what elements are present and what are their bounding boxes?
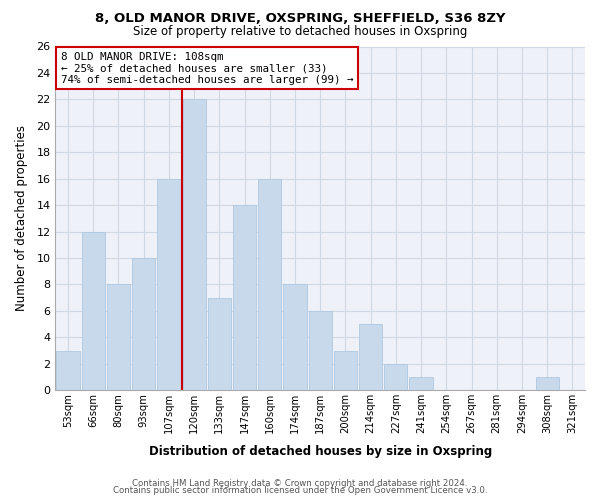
Bar bbox=[56, 350, 80, 390]
Bar bbox=[334, 350, 357, 390]
Bar bbox=[308, 311, 332, 390]
X-axis label: Distribution of detached houses by size in Oxspring: Distribution of detached houses by size … bbox=[149, 444, 492, 458]
Text: Contains public sector information licensed under the Open Government Licence v3: Contains public sector information licen… bbox=[113, 486, 487, 495]
Bar bbox=[157, 178, 181, 390]
Text: Size of property relative to detached houses in Oxspring: Size of property relative to detached ho… bbox=[133, 25, 467, 38]
Bar bbox=[409, 377, 433, 390]
Bar bbox=[233, 205, 256, 390]
Text: 8 OLD MANOR DRIVE: 108sqm
← 25% of detached houses are smaller (33)
74% of semi-: 8 OLD MANOR DRIVE: 108sqm ← 25% of detac… bbox=[61, 52, 353, 85]
Y-axis label: Number of detached properties: Number of detached properties bbox=[15, 126, 28, 312]
Bar bbox=[359, 324, 382, 390]
Bar bbox=[536, 377, 559, 390]
Text: Contains HM Land Registry data © Crown copyright and database right 2024.: Contains HM Land Registry data © Crown c… bbox=[132, 478, 468, 488]
Bar bbox=[258, 178, 281, 390]
Bar bbox=[182, 100, 206, 390]
Bar bbox=[132, 258, 155, 390]
Bar bbox=[82, 232, 105, 390]
Bar bbox=[384, 364, 407, 390]
Text: 8, OLD MANOR DRIVE, OXSPRING, SHEFFIELD, S36 8ZY: 8, OLD MANOR DRIVE, OXSPRING, SHEFFIELD,… bbox=[95, 12, 505, 26]
Bar bbox=[208, 298, 231, 390]
Bar bbox=[107, 284, 130, 390]
Bar bbox=[283, 284, 307, 390]
